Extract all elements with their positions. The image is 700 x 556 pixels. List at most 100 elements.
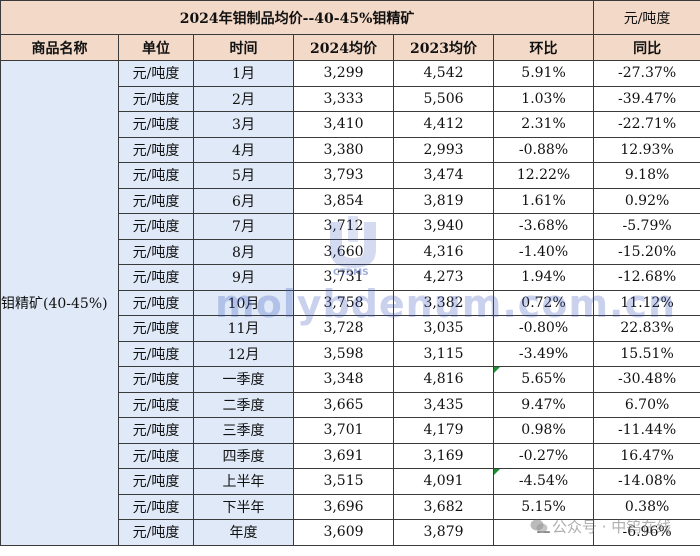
avg-2023-cell: 3,169	[393, 442, 494, 469]
avg-2024-cell: 3,696	[293, 493, 394, 520]
unit-cell: 元/吨度	[118, 493, 194, 520]
unit-cell: 元/吨度	[118, 238, 194, 265]
avg-2023-cell: 3,115	[393, 340, 494, 367]
mom-cell: 5.15%	[492, 493, 595, 520]
table-row: 元/吨度 4月 3,380 2,993 -0.88% 12.93%	[1, 136, 700, 163]
header-time: 时间	[193, 34, 294, 61]
time-cell: 3月	[193, 111, 294, 138]
yoy-cell: -5.79%	[593, 213, 700, 240]
table-row: 钼精矿(40-45%) 元/吨度 1月 3,299 4,542 5.91% -27.37%	[0, 60, 700, 546]
time-cell: 1月	[193, 60, 294, 87]
time-cell: 年度	[193, 519, 294, 546]
yoy-cell: 12.93%	[593, 136, 700, 163]
avg-2023-cell: 4,316	[393, 238, 494, 265]
yoy-cell: -30.48%	[593, 366, 700, 393]
yoy-cell: -39.47%	[593, 85, 700, 112]
time-cell: 8月	[193, 238, 294, 265]
yoy-cell: 6.70%	[593, 391, 700, 418]
avg-2023-cell: 4,273	[393, 264, 494, 291]
mom-cell: -1.40%	[492, 238, 595, 265]
table-row: 元/吨度 二季度 3,665 3,435 9.47% 6.70%	[1, 391, 700, 418]
header-mom: 环比	[492, 34, 595, 61]
mom-cell: 1.61%	[492, 187, 595, 214]
yoy-cell: -15.20%	[593, 238, 700, 265]
table-row: 元/吨度 8月 3,660 4,316 -1.40% -15.20%	[1, 238, 700, 265]
yoy-cell: 0.92%	[593, 187, 700, 214]
yoy-cell: -22.71%	[593, 111, 700, 138]
avg-2023-cell: 4,816	[393, 366, 494, 393]
time-cell: 四季度	[193, 442, 294, 469]
avg-2024-cell: 3,728	[293, 315, 394, 342]
unit-cell: 元/吨度	[118, 187, 194, 214]
avg-2024-cell: 3,691	[293, 442, 394, 469]
unit-cell: 元/吨度	[118, 213, 194, 240]
table-row: 元/吨度 年度 3,609 3,879— -6.96%	[1, 519, 700, 546]
table-row: 元/吨度 5月 3,793 3,474 12.22% 9.18%	[1, 162, 700, 189]
table-row: 元/吨度 2月 3,333 5,506 1.03% -39.47%	[1, 85, 700, 112]
avg-2023-cell: 3,435	[393, 391, 494, 418]
yoy-cell: 16.47%	[593, 442, 700, 469]
avg-2023-cell: 5,506	[393, 85, 494, 112]
unit-cell: 元/吨度	[118, 391, 194, 418]
unit-cell: 元/吨度	[118, 85, 194, 112]
avg-2023-cell: 3,382	[393, 289, 494, 316]
time-cell: 4月	[193, 136, 294, 163]
time-cell: 12月	[193, 340, 294, 367]
unit-cell: 元/吨度	[118, 60, 194, 87]
avg-2024-cell: 3,758	[293, 289, 394, 316]
unit-cell: 元/吨度	[118, 162, 194, 189]
mom-cell: 1.03%	[492, 85, 595, 112]
table-row: 元/吨度 上半年 3,515 4,091 -4.54% -14.08%	[1, 468, 700, 495]
table-row: 元/吨度 11月 3,728 3,035 -0.80% 22.83%	[1, 315, 700, 342]
avg-2024-cell: 3,793	[293, 162, 394, 189]
mom-cell: 5.65%	[492, 366, 595, 393]
header-product-name: 商品名称	[0, 34, 119, 61]
table-row: 元/吨度 四季度 3,691 3,169 -0.27% 16.47%	[1, 442, 700, 469]
table-row: 元/吨度 10月 3,758 3,382 0.72% 11.12%	[1, 289, 700, 316]
time-cell: 2月	[193, 85, 294, 112]
yoy-cell: -27.37%	[593, 60, 700, 87]
avg-2023-cell: 3,940	[393, 213, 494, 240]
mom-cell: 9.47%	[492, 391, 595, 418]
yoy-cell: -11.44%	[593, 417, 700, 444]
product-name-cell: 钼精矿(40-45%)	[0, 60, 119, 546]
table-row: 元/吨度 6月 3,854 3,819 1.61% 0.92%	[1, 187, 700, 214]
unit-cell: 元/吨度	[118, 417, 194, 444]
avg-2023-cell: 2,993	[393, 136, 494, 163]
unit-cell: 元/吨度	[118, 442, 194, 469]
avg-2023-cell: 4,179	[393, 417, 494, 444]
table-row: 元/吨度 3月 3,410 4,412 2.31% -22.71%	[1, 111, 700, 138]
avg-2023-cell: 3,819	[393, 187, 494, 214]
time-cell: 上半年	[193, 468, 294, 495]
yoy-cell: 11.12%	[593, 289, 700, 316]
yoy-cell: 0.38%	[593, 493, 700, 520]
mom-cell: 5.91%	[492, 60, 595, 87]
avg-2023-cell: 3,879	[393, 519, 494, 546]
unit-note: 元/吨度	[593, 0, 700, 35]
table-row: 元/吨度 7月 3,712 3,940 -3.68% -5.79%	[1, 213, 700, 240]
mom-cell: -0.88%	[492, 136, 595, 163]
mom-cell: -0.27%	[492, 442, 595, 469]
table-title: 2024年钼制品均价--40-45%钼精矿	[0, 0, 595, 35]
yoy-cell: 22.83%	[593, 315, 700, 342]
avg-2024-cell: 3,701	[293, 417, 394, 444]
mom-cell: 0.98%	[492, 417, 595, 444]
mom-cell: 0.72%	[492, 289, 595, 316]
time-cell: 11月	[193, 315, 294, 342]
mom-cell: —	[492, 519, 595, 546]
time-cell: 5月	[193, 162, 294, 189]
header-yoy: 同比	[593, 34, 700, 61]
mom-cell: 1.94%	[492, 264, 595, 291]
avg-2024-cell: 3,665	[293, 391, 394, 418]
avg-2024-cell: 3,712	[293, 213, 394, 240]
avg-2024-cell: 3,348	[293, 366, 394, 393]
table-row: 元/吨度 一季度 3,348 4,816 5.65% -30.48%	[1, 366, 700, 393]
avg-2024-cell: 3,515	[293, 468, 394, 495]
unit-cell: 元/吨度	[118, 519, 194, 546]
header-row: 商品名称 单位 时间 2024均价 2023均价 环比 同比	[0, 34, 700, 61]
title-row: 2024年钼制品均价--40-45%钼精矿 元/吨度	[0, 0, 700, 35]
yoy-cell: -6.96%	[593, 519, 700, 546]
yoy-cell: -12.68%	[593, 264, 700, 291]
time-cell: 一季度	[193, 366, 294, 393]
